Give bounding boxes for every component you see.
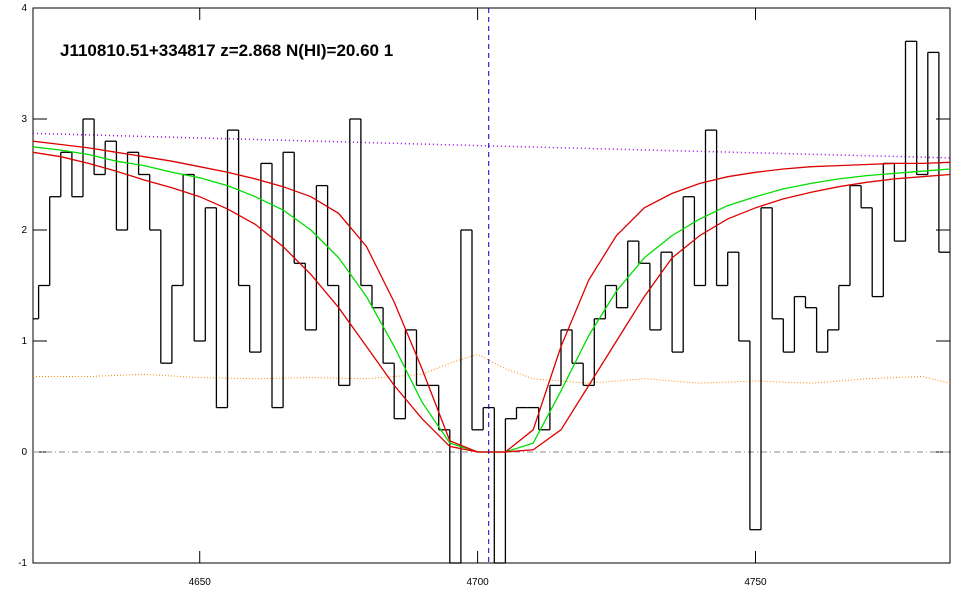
x-tick-label: 4750 [744,577,767,588]
continuum-line [32,132,951,159]
model-line [32,151,951,453]
y-tick-label: 2 [21,225,27,236]
x-tick-label: 4700 [466,577,489,588]
y-tick-label: -1 [18,558,27,569]
flux-connector [37,41,940,563]
chart-title: J110810.51+334817 z=2.868 N(HI)=20.60 1 [60,41,393,60]
y-tick-label: 4 [21,3,27,14]
error-line [33,353,951,384]
y-tick-label: 0 [21,447,27,458]
plot-frame [32,7,951,564]
x-tick-label: 4650 [189,577,212,588]
y-tick-label: 3 [21,114,27,125]
y-tick-label: 1 [21,336,27,347]
